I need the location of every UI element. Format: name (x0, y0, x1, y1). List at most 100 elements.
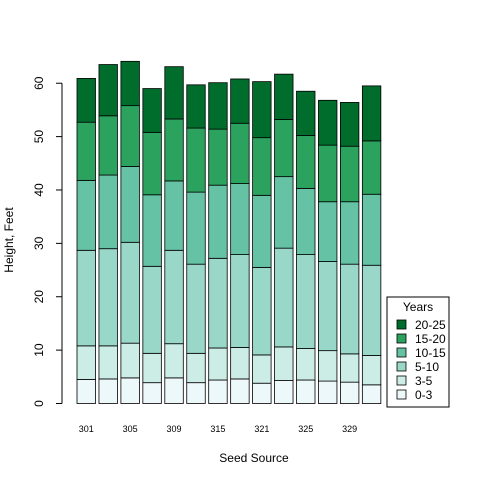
bar-segment-331-5-10 (361, 264, 382, 356)
bar-segment-307-0-3 (142, 382, 162, 404)
y-tick-label: 60 (32, 76, 46, 90)
legend-swatch-15-20 (396, 333, 407, 344)
y-tick-label: 40 (32, 183, 46, 197)
bar-segment-323-15-20 (274, 119, 294, 178)
bar-segment-323-10-15 (274, 176, 294, 249)
legend-swatch-3-5 (396, 375, 407, 386)
y-axis-label: Height, Feet (2, 207, 16, 273)
bar-segment-323-3-5 (274, 346, 294, 381)
bar-segment-305-3-5 (120, 342, 140, 379)
x-axis-label: Seed Source (219, 451, 289, 465)
bar-segment-329-3-5 (339, 353, 360, 383)
bar-segment-323-0-3 (274, 380, 294, 404)
bar-segment-321-5-10 (252, 266, 272, 356)
bar-segment-319-5-10 (230, 254, 250, 348)
bar-segment-311-15-20 (186, 127, 206, 193)
bar-segment-307-3-5 (142, 352, 162, 384)
bar-segment-329-15-20 (339, 145, 360, 203)
bar-segment-325-15-20 (296, 135, 316, 189)
bar-segment-331-0-3 (361, 384, 382, 404)
x-tick-label: 315 (210, 424, 225, 434)
bar-segment-311-0-3 (186, 382, 206, 404)
bar-segment-311-10-15 (186, 191, 206, 265)
bar-segment-319-20-25 (230, 78, 250, 124)
bar-segment-319-0-3 (230, 378, 250, 404)
y-tick-label: 10 (32, 343, 46, 357)
bar-segment-321-0-3 (252, 382, 272, 404)
y-tick-label: 20 (32, 290, 46, 304)
legend-swatch-0-3 (396, 389, 407, 400)
bar-segment-303-0-3 (98, 378, 118, 404)
bar-segment-323-20-25 (274, 73, 294, 120)
x-tick-label: 329 (342, 424, 357, 434)
legend-swatch-10-15 (396, 347, 407, 358)
bar-segment-303-20-25 (98, 64, 118, 117)
bar-segment-325-0-3 (296, 379, 316, 404)
x-axis: 301 305 309 315 321 325 329 (79, 424, 357, 434)
x-tick-label: 301 (79, 424, 94, 434)
bar-segment-301-3-5 (76, 345, 96, 380)
bar-segment-327-20-25 (318, 99, 338, 146)
bar-segment-305-10-15 (120, 166, 140, 243)
y-axis: 0 10 20 30 40 50 60 (32, 76, 63, 407)
legend-label-10-15: 10-15 (415, 346, 446, 360)
bar-segment-309-15-20 (164, 118, 184, 182)
legend-swatch-20-25 (396, 319, 407, 330)
bar-segment-327-3-5 (318, 350, 338, 382)
bar-segment-331-20-25 (361, 85, 382, 142)
bar-segment-327-15-20 (318, 144, 338, 203)
bar-segment-301-20-25 (76, 78, 96, 123)
bar-segment-307-10-15 (142, 194, 162, 267)
legend-label-5-10: 5-10 (415, 360, 439, 374)
x-tick-label: 325 (298, 424, 313, 434)
bar-segment-311-5-10 (186, 263, 206, 354)
bar-segment-319-10-15 (230, 183, 250, 255)
bar-segment-331-3-5 (361, 355, 382, 386)
bar-segment-325-10-15 (296, 187, 316, 255)
bar-segment-321-20-25 (252, 81, 272, 139)
legend-label-15-20: 15-20 (415, 332, 446, 346)
bar-segment-327-10-15 (318, 201, 338, 262)
bar-segment-325-3-5 (296, 348, 316, 381)
bar-segment-331-10-15 (361, 193, 382, 266)
bar-segment-303-15-20 (98, 115, 118, 176)
y-tick-label: 30 (32, 236, 46, 250)
bar-segment-303-3-5 (98, 345, 118, 380)
y-tick-label: 50 (32, 130, 46, 144)
legend-label-3-5: 3-5 (415, 374, 433, 388)
bar-segment-329-20-25 (339, 102, 360, 147)
bar-segment-329-0-3 (339, 381, 360, 404)
bar-segment-307-5-10 (142, 265, 162, 354)
bar-segment-309-5-10 (164, 249, 184, 345)
bar-segment-303-10-15 (98, 174, 118, 250)
bar-segment-301-15-20 (76, 121, 96, 181)
bar-segment-309-0-3 (164, 377, 184, 404)
legend-label-0-3: 0-3 (415, 388, 433, 402)
bar-segment-321-15-20 (252, 137, 272, 196)
bar-segment-315-5-10 (208, 257, 228, 349)
bars-group (76, 60, 382, 404)
bar-segment-307-20-25 (142, 88, 162, 133)
bar-segment-323-5-10 (274, 247, 294, 348)
bar-segment-327-0-3 (318, 380, 338, 404)
bar-segment-321-3-5 (252, 354, 272, 384)
bar-segment-329-10-15 (339, 201, 360, 265)
bar-segment-309-10-15 (164, 180, 184, 251)
x-tick-label: 321 (254, 424, 269, 434)
legend-swatch-5-10 (396, 361, 407, 372)
bar-segment-307-15-20 (142, 131, 162, 196)
bar-segment-305-20-25 (120, 60, 140, 107)
bar-segment-331-15-20 (361, 140, 382, 195)
bar-segment-301-10-15 (76, 179, 96, 251)
bar-segment-311-3-5 (186, 352, 206, 384)
bar-segment-321-10-15 (252, 194, 272, 268)
bar-segment-315-15-20 (208, 128, 228, 186)
bar-segment-305-15-20 (120, 105, 140, 167)
bar-segment-329-5-10 (339, 263, 360, 355)
legend-title: Years (403, 300, 433, 314)
bar-segment-319-3-5 (230, 347, 250, 380)
bar-segment-325-5-10 (296, 254, 316, 349)
